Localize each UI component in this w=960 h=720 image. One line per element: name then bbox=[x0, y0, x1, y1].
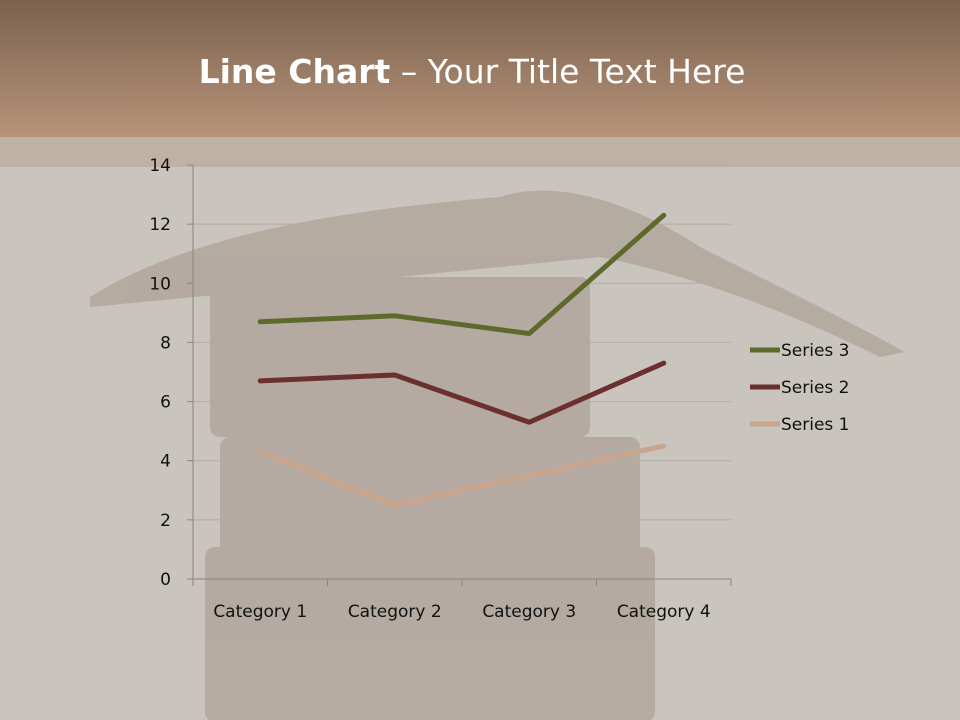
y-tick-label: 10 bbox=[149, 274, 171, 294]
title-bold: Line Chart bbox=[198, 52, 391, 91]
y-tick-label: 8 bbox=[160, 333, 171, 353]
legend-label: Series 2 bbox=[781, 378, 850, 398]
y-tick-label: 12 bbox=[149, 215, 171, 235]
title-rest: – Your Title Text Here bbox=[390, 52, 746, 91]
y-tick-label: 6 bbox=[160, 393, 171, 413]
series-line-series-1 bbox=[257, 443, 667, 508]
header-band bbox=[0, 137, 960, 167]
series-line-series-3 bbox=[257, 212, 667, 337]
title-header bbox=[0, 0, 960, 137]
books-background-image bbox=[90, 190, 905, 720]
legend-label: Series 3 bbox=[781, 341, 850, 361]
x-tick-label: Category 3 bbox=[482, 602, 576, 622]
y-tick-label: 2 bbox=[160, 511, 171, 531]
series-line-series-2 bbox=[257, 360, 667, 425]
y-tick-label: 4 bbox=[160, 452, 171, 472]
x-tick-label: Category 1 bbox=[213, 602, 307, 622]
x-tick-label: Category 2 bbox=[348, 602, 442, 622]
x-tick-label: Category 4 bbox=[617, 602, 711, 622]
y-tick-label: 14 bbox=[149, 156, 171, 176]
legend-label: Series 1 bbox=[781, 415, 850, 435]
slide-title: Line Chart – Your Title Text Here bbox=[0, 52, 944, 91]
y-tick-label: 0 bbox=[160, 570, 171, 590]
